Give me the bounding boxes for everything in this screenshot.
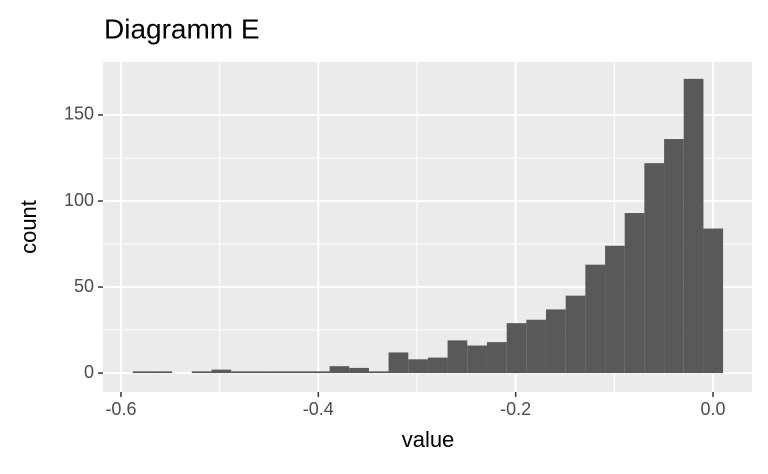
bar <box>664 139 684 374</box>
y-axis-title: count <box>16 200 41 254</box>
bar <box>585 264 606 374</box>
bar <box>447 340 468 374</box>
y-tick-label: 0 <box>84 362 94 382</box>
bar <box>408 359 428 374</box>
bar <box>132 371 153 374</box>
bar <box>368 371 389 374</box>
x-tick-label: 0.0 <box>701 399 726 419</box>
bar <box>270 371 291 374</box>
y-tick-label: 50 <box>74 276 94 296</box>
bar <box>388 352 409 374</box>
bar <box>329 366 350 374</box>
y-tick-label: 100 <box>64 190 94 210</box>
bar <box>703 228 724 374</box>
x-tick-label: -0.4 <box>303 399 334 419</box>
bar <box>565 295 586 374</box>
bar <box>231 371 251 374</box>
bar <box>427 357 448 374</box>
bar <box>152 371 173 374</box>
bar <box>486 342 507 374</box>
bar <box>506 323 527 374</box>
bar <box>605 245 625 374</box>
bar <box>545 309 566 374</box>
bar <box>309 371 330 374</box>
bar <box>349 367 369 374</box>
y-tick-label: 150 <box>64 104 94 124</box>
bar <box>467 345 487 374</box>
bar <box>624 213 645 374</box>
bar <box>191 371 212 374</box>
x-tick-label: -0.2 <box>500 399 531 419</box>
x-tick-label: -0.6 <box>105 399 136 419</box>
bar <box>211 369 232 374</box>
chart-title: Diagramm E <box>104 13 260 44</box>
bar <box>644 163 665 374</box>
bar <box>526 319 546 374</box>
bar <box>290 371 310 374</box>
bar <box>683 78 704 374</box>
bar <box>250 371 271 374</box>
x-axis-title: value <box>402 427 455 452</box>
